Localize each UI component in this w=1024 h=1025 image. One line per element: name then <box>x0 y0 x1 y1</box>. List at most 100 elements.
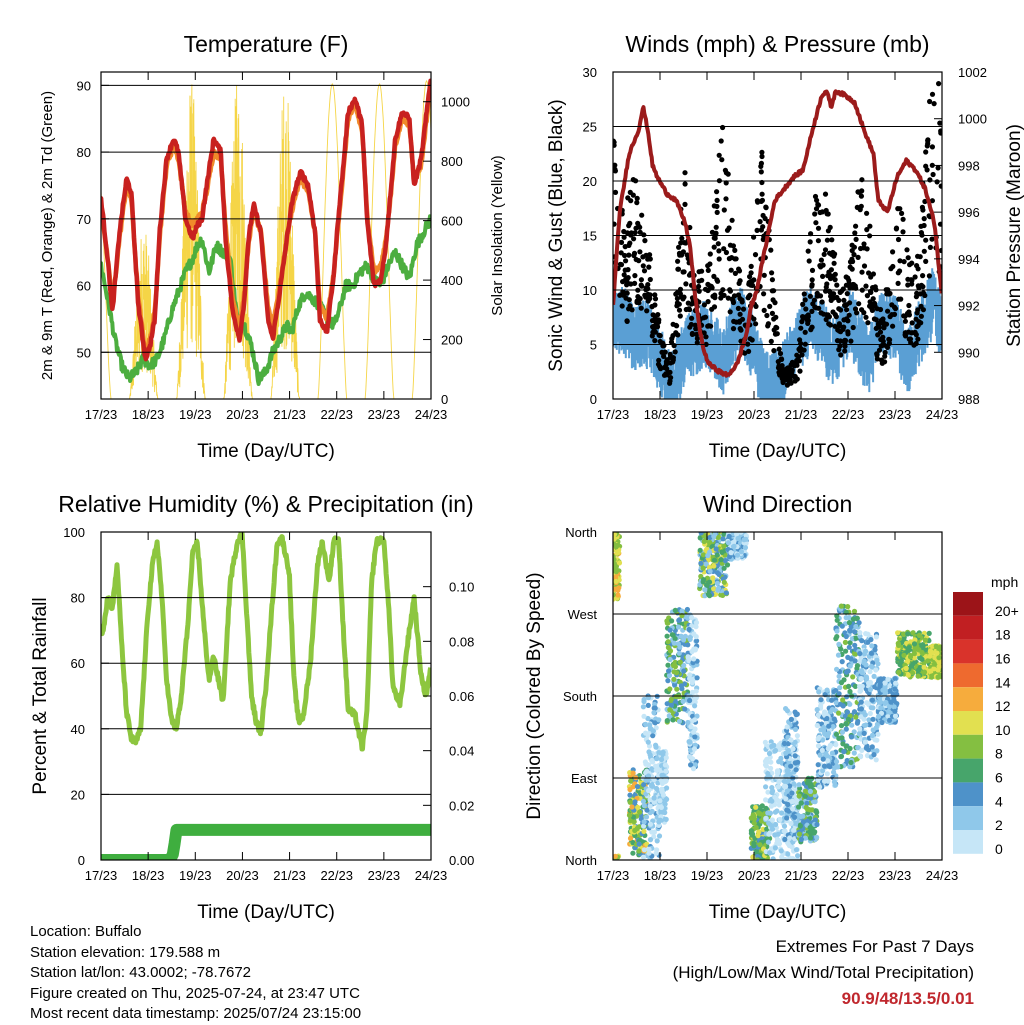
x-tick-label: 24/23 <box>415 868 448 883</box>
direction-point <box>882 680 888 686</box>
gust-point <box>859 269 865 275</box>
direction-point <box>675 624 682 630</box>
direction-point <box>663 755 669 761</box>
gust-point <box>730 326 737 332</box>
direction-point <box>693 620 700 626</box>
direction-point <box>852 683 859 690</box>
direction-point <box>721 532 727 537</box>
gust-point <box>889 312 895 318</box>
direction-point <box>836 673 842 679</box>
gust-point <box>874 352 880 358</box>
gust-point <box>623 295 629 301</box>
gust-point <box>642 238 648 244</box>
y-tick-label: 30 <box>583 65 597 80</box>
direction-point <box>863 674 870 680</box>
gust-point <box>856 189 862 195</box>
gust-point <box>628 198 634 204</box>
direction-point <box>845 668 851 674</box>
direction-point <box>847 745 853 752</box>
direction-point <box>766 820 772 826</box>
direction-point <box>776 742 782 748</box>
gust-point <box>634 200 640 206</box>
pressure-ylabel-right: Station Pressure (Maroon) <box>1004 124 1024 347</box>
direction-point <box>846 620 853 626</box>
extremes-box: Extremes For Past 7 Days (High/Low/Max W… <box>673 934 974 1012</box>
temperature-frame <box>100 71 432 400</box>
direction-point <box>794 711 800 717</box>
direction-point <box>845 716 852 723</box>
y-tick-label: 60 <box>71 656 85 671</box>
direction-point <box>775 784 781 790</box>
direction-point <box>641 828 647 835</box>
direction-point <box>771 742 777 749</box>
gust-point <box>637 229 643 235</box>
direction-point <box>613 536 617 542</box>
direction-point <box>722 558 728 564</box>
gust-point <box>926 273 933 279</box>
direction-point <box>791 781 797 787</box>
direction-point <box>874 748 880 754</box>
gust-point <box>827 322 834 328</box>
y-tick-label: North <box>565 853 597 868</box>
gust-point <box>667 378 673 384</box>
direction-point <box>651 829 658 835</box>
direction-point <box>647 821 654 827</box>
gust-point <box>723 196 729 202</box>
direction-point <box>849 722 855 728</box>
gust-point <box>613 221 617 227</box>
direction-point <box>825 758 831 764</box>
direction-point <box>657 817 663 823</box>
direction-point <box>658 756 665 763</box>
gust-point <box>629 307 635 313</box>
gust-point <box>725 295 731 301</box>
gust-point <box>728 267 734 273</box>
gust-point <box>882 353 888 359</box>
gust-point <box>797 337 803 343</box>
direction-point <box>848 656 854 662</box>
gust-point <box>813 220 819 226</box>
direction-point <box>734 532 740 537</box>
direction-point <box>663 777 669 783</box>
x-tick-label: 19/23 <box>179 407 212 422</box>
gust-point <box>851 282 857 288</box>
direction-point <box>772 794 778 800</box>
direction-point <box>697 547 703 553</box>
gust-point <box>693 326 699 332</box>
direction-point <box>645 702 651 709</box>
gust-point <box>881 342 887 348</box>
gust-point <box>808 231 814 237</box>
gust-point <box>640 263 646 269</box>
gust-point <box>829 237 835 243</box>
direction-point <box>765 839 772 845</box>
gust-point <box>655 361 662 367</box>
direction-point <box>691 729 697 735</box>
direction-point <box>641 802 647 809</box>
gust-point <box>714 203 720 209</box>
y-right-tick-label: 988 <box>958 392 980 407</box>
gust-point <box>864 293 871 299</box>
gust-point <box>682 181 688 187</box>
gust-point <box>825 312 831 318</box>
gust-point <box>727 288 734 294</box>
gust-point <box>800 301 806 307</box>
gust-point <box>662 349 668 355</box>
direction-point <box>701 577 707 583</box>
direction-point <box>671 640 677 646</box>
y-tick-label: 40 <box>71 722 85 737</box>
direction-point <box>814 834 820 841</box>
direction-point <box>656 833 663 839</box>
direction-point <box>698 560 704 566</box>
direction-point <box>783 750 789 756</box>
colorbar-label: 10 <box>995 722 1011 738</box>
gust-point <box>815 201 821 208</box>
direction-point <box>647 752 653 758</box>
direction-point <box>911 650 918 657</box>
gust-point <box>696 269 702 275</box>
gust-point <box>875 322 882 328</box>
direction-point <box>826 763 832 769</box>
extremes-subtitle: (High/Low/Max Wind/Total Precipitation) <box>672 963 974 982</box>
gust-point <box>761 307 767 313</box>
gust-point <box>872 303 878 309</box>
direction-point <box>640 704 647 710</box>
direction-point <box>839 623 845 629</box>
